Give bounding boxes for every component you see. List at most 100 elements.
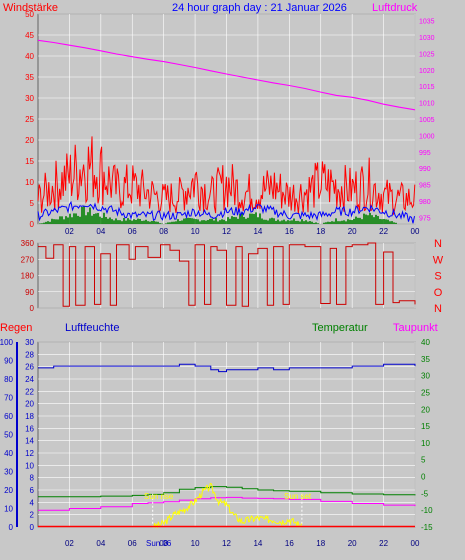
humidity-tick-label: 30 [25, 338, 34, 347]
rain-tick-label: 60 [4, 412, 13, 421]
temperature-tick-label: -10 [421, 506, 433, 515]
pressure-tick-label: 975 [419, 215, 431, 222]
pressure-tick-label: 1025 [419, 51, 435, 58]
humidity-tick-label: 22 [25, 387, 34, 396]
wind-gust-series [37, 136, 416, 215]
time-tick-label: 06 [128, 539, 137, 548]
direction-tick-label: 0 [30, 304, 35, 313]
time-tick-label: 00 [411, 227, 420, 236]
time-tick-label: 10 [191, 227, 200, 236]
time-tick-label: 18 [316, 227, 325, 236]
dewpoint-series [38, 496, 416, 511]
wind-tick-label: 0 [30, 220, 35, 229]
time-tick-label: 04 [96, 227, 105, 236]
time-tick-label: 22 [379, 539, 388, 548]
time-tick-label: 00 [411, 539, 420, 548]
wind-tick-label: 10 [25, 178, 34, 187]
wind-direction-marks [38, 242, 416, 307]
pressure-tick-label: 1010 [419, 101, 435, 108]
wind-tick-label: 5 [30, 199, 35, 208]
pressure-series [37, 39, 416, 111]
temperature-tick-label: 5 [421, 456, 426, 465]
time-tick-label: 20 [348, 539, 357, 548]
rain-tick-label: 0 [9, 523, 14, 532]
rain-tick-label: 100 [0, 338, 14, 347]
temperature-axis-ticks: -15 -10 -5 0 5 10 15 20 25 30 35 40 [421, 338, 433, 532]
pressure-tick-label: 995 [419, 150, 431, 157]
wind-tick-label: 30 [25, 94, 34, 103]
wind-tick-label: 20 [25, 136, 34, 145]
rain-axis-title: Regen [0, 322, 32, 334]
pressure-tick-label: 1005 [419, 117, 435, 124]
temperature-tick-label: 35 [421, 355, 430, 364]
time-tick-label: 18 [316, 539, 325, 548]
direction-axis-ticks: 360 270 180 90 0 [21, 239, 35, 313]
time-tick-label: 12 [222, 539, 231, 548]
humidity-tick-label: 16 [25, 424, 34, 433]
humidity-tick-label: 26 [25, 363, 34, 372]
time-tick-label: 04 [96, 539, 105, 548]
pressure-tick-label: 1015 [419, 84, 435, 91]
pressure-tick-label: 985 [419, 183, 431, 190]
wind-axis-title: Windstärke [3, 2, 58, 14]
pressure-tick-label: 990 [419, 166, 431, 173]
pressure-axis-ticks: 975 980 985 990 995 1000 1005 1010 1015 1020 1025 1… [419, 19, 435, 223]
humidity-tick-label: 24 [25, 375, 34, 384]
rain-tick-label: 10 [4, 505, 13, 514]
wind-tick-label: 15 [25, 157, 34, 166]
graph-title: 24 hour graph day : 21 Januar 2026 [172, 2, 347, 14]
compass-label: W [433, 254, 444, 266]
sunrise-label: Sun rise [144, 492, 174, 501]
humidity-tick-label: 10 [25, 461, 34, 470]
temperature-tick-label: 0 [421, 473, 426, 482]
direction-tick-label: 180 [21, 272, 35, 281]
temperature-tick-label: 15 [421, 422, 430, 431]
humidity-tick-label: 28 [25, 350, 34, 359]
compass-label: S [434, 271, 441, 283]
time-tick-label: 06 [128, 227, 137, 236]
pressure-tick-label: 1020 [419, 68, 435, 75]
rain-tick-label: 20 [4, 486, 13, 495]
rain-tick-label: 40 [4, 449, 13, 458]
pressure-tick-label: 1000 [419, 133, 435, 140]
wind-tick-label: 45 [25, 31, 34, 40]
direction-tick-label: 270 [21, 255, 35, 264]
time-tick-label: 12 [222, 227, 231, 236]
time-tick-label: 10 [191, 539, 200, 548]
pressure-tick-label: 1035 [419, 19, 435, 26]
humidity-temperature-marks [38, 363, 416, 529]
humidity-tick-label: 14 [25, 437, 34, 446]
time-tick-label: 02 [65, 539, 74, 548]
wind-axis-ticks: 0 5 10 15 20 25 30 35 40 45 50 [25, 10, 34, 229]
time-tick-label: 16 [285, 539, 294, 548]
rain-tick-label: 80 [4, 375, 13, 384]
sun-noon-label: Sun 06 [146, 539, 172, 548]
temperature-tick-label: -5 [421, 489, 429, 498]
temperature-axis-title: Temperatur [312, 322, 368, 334]
rain-tick-label: 90 [4, 357, 13, 366]
humidity-tick-label: 0 [30, 523, 35, 532]
wind-pressure-marks [37, 39, 416, 224]
pressure-axis-title: Luftdruck [372, 2, 418, 14]
time-tick-label: 22 [379, 227, 388, 236]
temperature-series [38, 486, 416, 498]
humidity-tick-label: 2 [30, 511, 35, 520]
wind-tick-label: 25 [25, 115, 34, 124]
direction-tick-label: 90 [25, 288, 34, 297]
wind-direction-series [38, 242, 416, 307]
humidity-tick-label: 12 [25, 449, 34, 458]
humidity-axis-title: Luftfeuchte [65, 322, 119, 334]
rain-tick-label: 50 [4, 431, 13, 440]
time-tick-label: 08 [159, 539, 168, 548]
humidity-series [38, 363, 416, 373]
temperature-tick-label: 30 [421, 372, 430, 381]
rain-axis-ticks: 0 10 20 30 40 50 60 70 80 90 100 [0, 338, 14, 532]
compass-label: N [434, 238, 442, 250]
compass-label: N [434, 303, 442, 315]
time-tick-label: 16 [285, 227, 294, 236]
time-axis-ticks-top: 02 04 06 08 10 12 14 16 18 20 22 00 [65, 227, 420, 236]
dewpoint-axis-title: Taupunkt [393, 322, 438, 334]
